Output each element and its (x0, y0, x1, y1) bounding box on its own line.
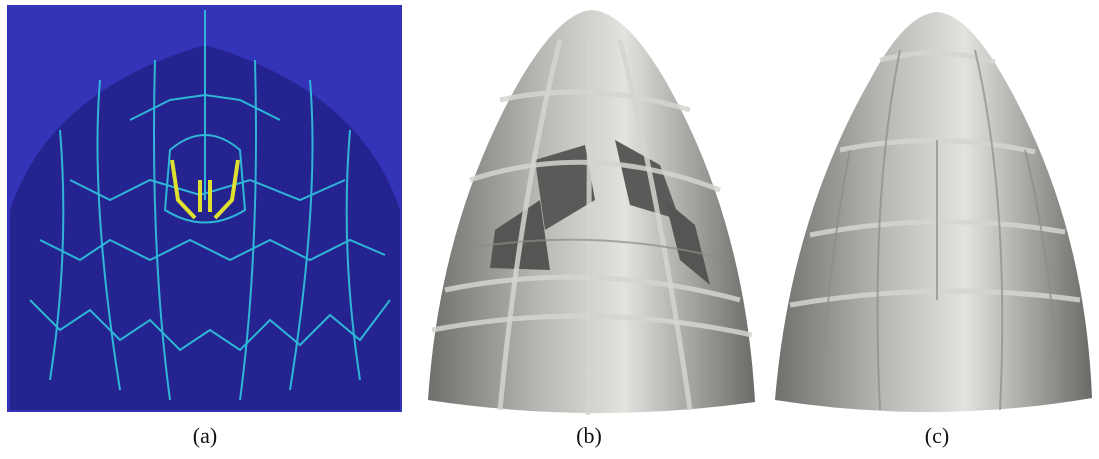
page: (a) (b) (c) (() => { const data = JSON.p… (0, 0, 1099, 459)
panel-c (775, 12, 1092, 412)
cone (775, 12, 1092, 412)
caption: (b) (576, 423, 602, 448)
caption: (c) (925, 423, 949, 448)
panel-a (7, 5, 402, 412)
caption: (a) (193, 423, 217, 448)
panel-b (428, 10, 755, 415)
figure: (a) (b) (c) (0, 0, 1099, 459)
